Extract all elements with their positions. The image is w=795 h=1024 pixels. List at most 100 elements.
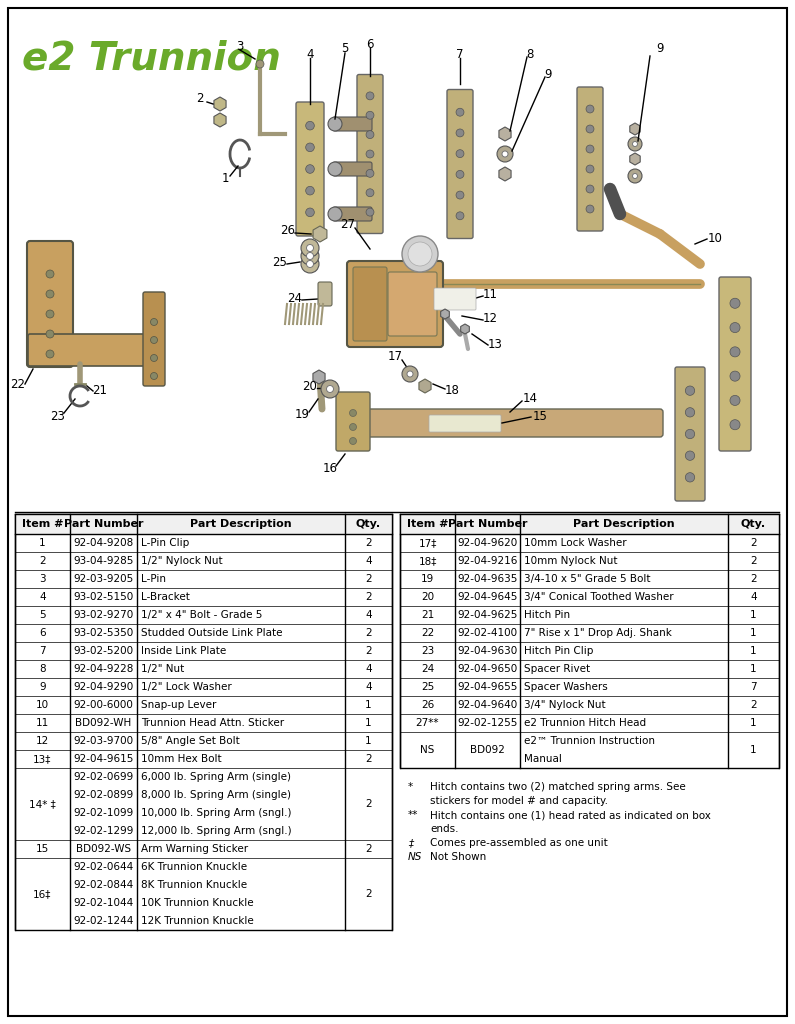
Text: 27: 27 [340, 217, 355, 230]
Polygon shape [313, 370, 325, 384]
Text: 92-02-0699: 92-02-0699 [73, 772, 134, 782]
Text: 22: 22 [10, 378, 25, 390]
Text: 6: 6 [366, 38, 374, 50]
Text: 92-04-9655: 92-04-9655 [457, 682, 518, 692]
Circle shape [350, 424, 356, 430]
Text: 10mm Nylock Nut: 10mm Nylock Nut [524, 556, 618, 566]
Text: 4: 4 [39, 592, 46, 602]
Text: 1/2" x 4" Bolt - Grade 5: 1/2" x 4" Bolt - Grade 5 [141, 610, 262, 620]
Text: 8,000 lb. Spring Arm (single): 8,000 lb. Spring Arm (single) [141, 790, 291, 800]
Circle shape [685, 386, 695, 395]
Text: 10K Trunnion Knuckle: 10K Trunnion Knuckle [141, 898, 254, 908]
Circle shape [150, 318, 157, 326]
Text: 10: 10 [708, 232, 723, 246]
Bar [15, 514, 392, 534]
Text: 2: 2 [365, 628, 372, 638]
Circle shape [730, 395, 740, 406]
Text: 92-02-1044: 92-02-1044 [73, 898, 134, 908]
FancyBboxPatch shape [318, 282, 332, 306]
Text: 2: 2 [365, 844, 372, 854]
Text: 19: 19 [294, 408, 309, 421]
Circle shape [456, 150, 464, 158]
Text: Trunnion Head Attn. Sticker: Trunnion Head Attn. Sticker [141, 718, 284, 728]
Circle shape [730, 298, 740, 308]
Circle shape [402, 236, 438, 272]
Text: 1: 1 [365, 700, 372, 710]
Text: 92-04-9615: 92-04-9615 [73, 754, 134, 764]
Text: 1: 1 [750, 718, 757, 728]
Text: 92-04-9625: 92-04-9625 [457, 610, 518, 620]
Circle shape [685, 451, 695, 461]
Circle shape [328, 162, 342, 176]
Text: 7: 7 [456, 47, 463, 60]
Circle shape [306, 208, 314, 217]
Circle shape [408, 242, 432, 266]
Circle shape [730, 371, 740, 381]
Circle shape [306, 165, 314, 173]
Text: 12: 12 [483, 312, 498, 326]
Circle shape [321, 380, 339, 398]
Text: 10mm Lock Washer: 10mm Lock Washer [524, 538, 626, 548]
Text: 15: 15 [36, 844, 49, 854]
Circle shape [150, 337, 157, 343]
Text: 3/4" Conical Toothed Washer: 3/4" Conical Toothed Washer [524, 592, 673, 602]
Circle shape [366, 92, 374, 99]
Text: 22: 22 [421, 628, 434, 638]
Polygon shape [440, 309, 449, 319]
Text: 16‡: 16‡ [33, 889, 52, 899]
Circle shape [328, 207, 342, 221]
FancyBboxPatch shape [577, 87, 603, 231]
Text: 92-03-9700: 92-03-9700 [73, 736, 134, 746]
Text: 93-02-5150: 93-02-5150 [73, 592, 134, 602]
FancyBboxPatch shape [143, 292, 165, 386]
Text: 4: 4 [365, 682, 372, 692]
Text: L-Bracket: L-Bracket [141, 592, 190, 602]
Text: 1: 1 [365, 736, 372, 746]
Text: 92-04-9635: 92-04-9635 [457, 574, 518, 584]
Text: NS: NS [408, 852, 422, 862]
Text: 1/2" Lock Washer: 1/2" Lock Washer [141, 682, 232, 692]
Circle shape [46, 270, 54, 278]
Text: L-Pin Clip: L-Pin Clip [141, 538, 189, 548]
Text: BD092-WH: BD092-WH [76, 718, 132, 728]
Text: stickers for model # and capacity.: stickers for model # and capacity. [430, 796, 608, 806]
Circle shape [301, 255, 319, 273]
Text: 26: 26 [421, 700, 434, 710]
Circle shape [366, 131, 374, 138]
Text: 2: 2 [365, 646, 372, 656]
FancyBboxPatch shape [27, 241, 73, 367]
Text: 1: 1 [750, 610, 757, 620]
Text: 23: 23 [421, 646, 434, 656]
Text: 19: 19 [421, 574, 434, 584]
Text: 15: 15 [533, 410, 548, 423]
FancyBboxPatch shape [353, 267, 387, 341]
Polygon shape [313, 226, 327, 242]
Text: *: * [408, 782, 413, 792]
Text: 6,000 lb. Spring Arm (single): 6,000 lb. Spring Arm (single) [141, 772, 291, 782]
Circle shape [366, 112, 374, 119]
Text: 92-02-1299: 92-02-1299 [73, 826, 134, 836]
FancyBboxPatch shape [719, 278, 751, 451]
Text: 3: 3 [39, 574, 46, 584]
Text: 16: 16 [323, 463, 338, 475]
Circle shape [328, 117, 342, 131]
Text: 21: 21 [421, 610, 434, 620]
Text: 17: 17 [387, 349, 402, 362]
Text: 92-04-9650: 92-04-9650 [457, 664, 518, 674]
Text: 1: 1 [750, 646, 757, 656]
Circle shape [307, 245, 313, 252]
Circle shape [633, 141, 638, 146]
Text: 92-02-1099: 92-02-1099 [73, 808, 134, 818]
Text: 14: 14 [522, 392, 537, 406]
Text: 1: 1 [750, 745, 757, 755]
FancyBboxPatch shape [333, 162, 372, 176]
Text: 4: 4 [365, 664, 372, 674]
Text: 7: 7 [750, 682, 757, 692]
Text: 10,000 lb. Spring Arm (sngl.): 10,000 lb. Spring Arm (sngl.) [141, 808, 292, 818]
FancyBboxPatch shape [347, 261, 443, 347]
Text: 2: 2 [750, 556, 757, 566]
Text: 2: 2 [750, 574, 757, 584]
Text: 17‡: 17‡ [418, 538, 436, 548]
Bar [15, 514, 392, 930]
Text: **: ** [408, 810, 418, 820]
